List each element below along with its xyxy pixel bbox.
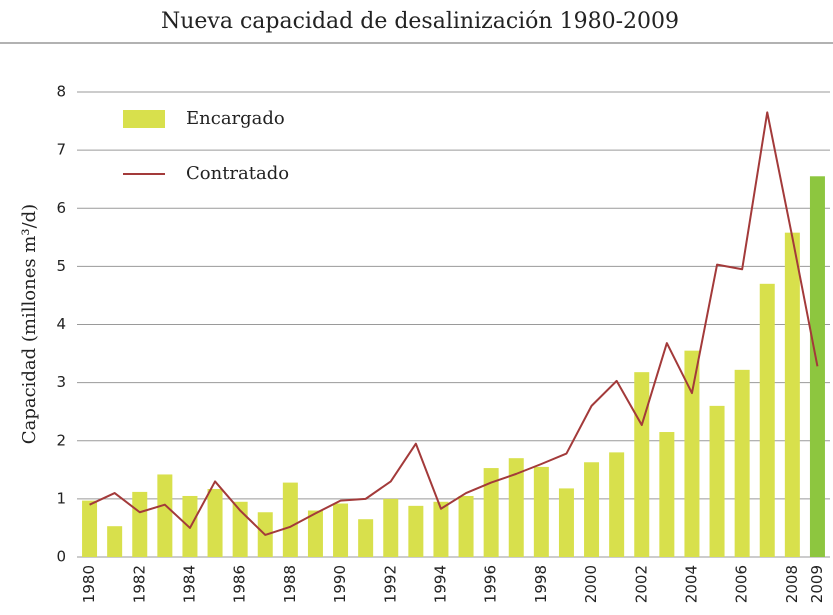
bar bbox=[282, 482, 298, 557]
bar bbox=[584, 462, 600, 557]
y-tick-label: 4 bbox=[56, 315, 66, 333]
bar bbox=[734, 369, 750, 557]
bar bbox=[483, 468, 499, 557]
bar bbox=[333, 503, 349, 557]
bar bbox=[358, 519, 374, 557]
legend-label: Contratado bbox=[186, 163, 289, 184]
x-tick-label: 1986 bbox=[231, 565, 249, 603]
y-tick-label: 5 bbox=[56, 257, 66, 275]
bar bbox=[383, 498, 399, 557]
x-tick-label: 1982 bbox=[130, 565, 148, 603]
y-tick-label: 6 bbox=[56, 199, 66, 217]
bar bbox=[433, 501, 449, 557]
bar bbox=[684, 350, 700, 557]
bar bbox=[809, 176, 825, 557]
bar bbox=[533, 466, 549, 557]
x-tick-label: 1998 bbox=[532, 565, 550, 603]
x-tick-label: 2000 bbox=[582, 565, 600, 603]
bar bbox=[458, 495, 474, 557]
y-tick-label: 7 bbox=[56, 141, 66, 159]
y-tick-label: 0 bbox=[56, 548, 66, 566]
bar bbox=[232, 501, 248, 557]
bar bbox=[659, 432, 675, 557]
bar bbox=[508, 458, 524, 557]
bar bbox=[307, 510, 323, 557]
bar bbox=[207, 488, 223, 557]
bar bbox=[132, 491, 148, 557]
y-tick-label: 1 bbox=[56, 489, 66, 507]
bar bbox=[634, 372, 650, 557]
x-tick-label: 1988 bbox=[281, 565, 299, 603]
bar bbox=[558, 488, 574, 557]
line bbox=[89, 111, 819, 536]
x-tick-label: 1990 bbox=[331, 565, 349, 603]
bar bbox=[408, 505, 424, 557]
bar bbox=[709, 405, 725, 557]
bar bbox=[82, 500, 98, 557]
y-axis-label: Capacidad (millones m³/d) bbox=[19, 204, 40, 444]
chart-title: Nueva capacidad de desalinización 1980-2… bbox=[161, 9, 679, 34]
x-tick-label: 2006 bbox=[733, 565, 751, 603]
y-tick-label: 3 bbox=[56, 373, 66, 391]
bar bbox=[107, 526, 123, 557]
x-tick-label: 2009 bbox=[808, 565, 826, 603]
bar bbox=[784, 232, 800, 557]
x-tick-label: 1984 bbox=[180, 565, 198, 603]
x-tick-label: 1994 bbox=[431, 565, 449, 603]
y-tick-label: 8 bbox=[56, 83, 66, 101]
x-tick-label: 2008 bbox=[783, 565, 801, 603]
bar bbox=[157, 474, 173, 557]
y-tick-label: 2 bbox=[56, 431, 66, 449]
bar bbox=[609, 452, 625, 557]
x-tick-label: 1980 bbox=[80, 565, 98, 603]
bar bbox=[759, 283, 775, 557]
legend-swatch bbox=[123, 110, 165, 128]
x-tick-label: 1992 bbox=[381, 565, 399, 603]
x-tick-label: 2002 bbox=[632, 565, 650, 603]
legend-label: Encargado bbox=[186, 108, 285, 129]
x-tick-label: 2004 bbox=[682, 565, 700, 603]
x-tick-label: 1996 bbox=[482, 565, 500, 603]
